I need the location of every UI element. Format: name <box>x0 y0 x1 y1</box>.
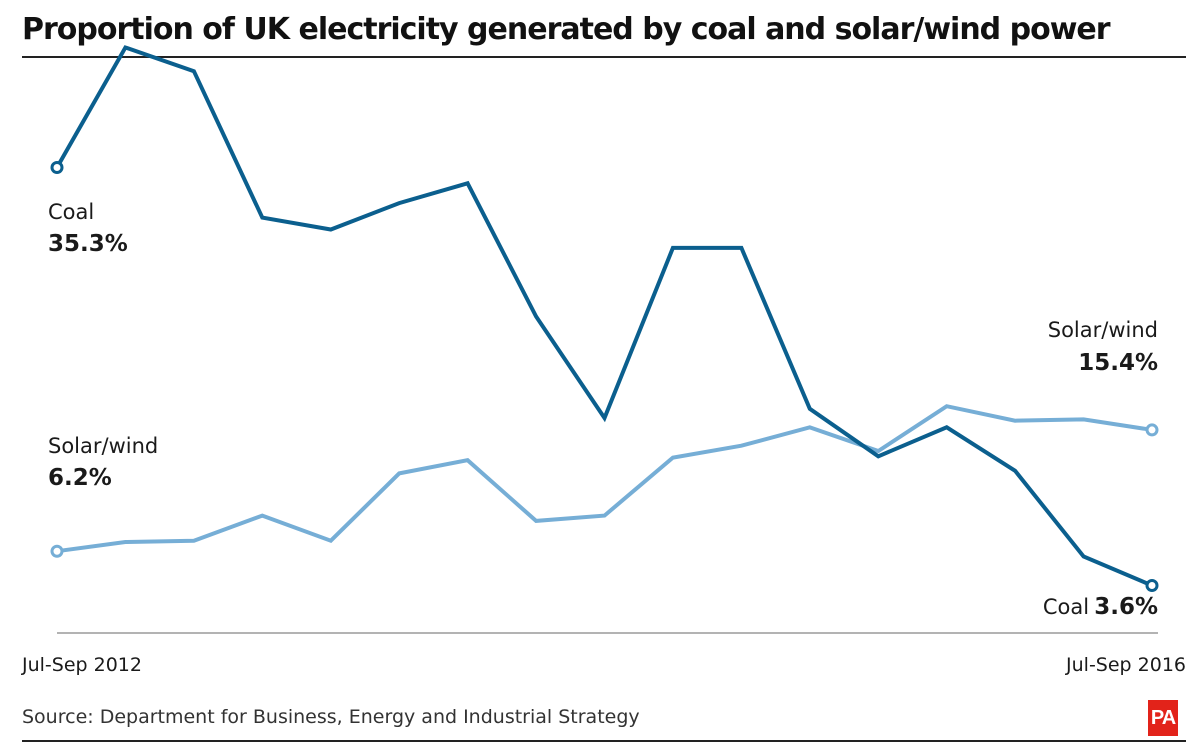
title-rule <box>22 56 1186 58</box>
coal-start-point <box>50 160 64 174</box>
x-tick-start: Jul-Sep 2012 <box>22 654 142 676</box>
solar-wind-end-label: Solar/wind <box>1047 318 1158 342</box>
solar-wind-start-point <box>50 544 64 558</box>
coal-end-annotation: Coal 3.6% <box>1043 594 1158 620</box>
coal-line <box>55 45 1153 588</box>
solar-wind-start-label: Solar/wind <box>48 434 159 458</box>
coal-end-value: 3.6% <box>1094 594 1158 620</box>
solar-wind-end-value: 15.4% <box>1078 350 1158 376</box>
source-note: Source: Department for Business, Energy … <box>22 706 640 728</box>
solar-wind-end-point <box>1145 423 1159 437</box>
coal-start-label: Coal <box>48 200 95 224</box>
bottom-rule <box>22 740 1186 742</box>
chart-title: Proportion of UK electricity generated b… <box>22 12 1111 47</box>
coal-start-value: 35.3% <box>48 231 128 257</box>
solar-wind-start-value: 6.2% <box>48 465 112 491</box>
coal-end-point <box>1145 579 1159 593</box>
coal-end-label: Coal <box>1042 595 1090 619</box>
pa-logo: PA <box>1148 700 1178 736</box>
x-tick-end: Jul-Sep 2016 <box>1066 654 1186 676</box>
solar-wind-line <box>56 404 1153 554</box>
